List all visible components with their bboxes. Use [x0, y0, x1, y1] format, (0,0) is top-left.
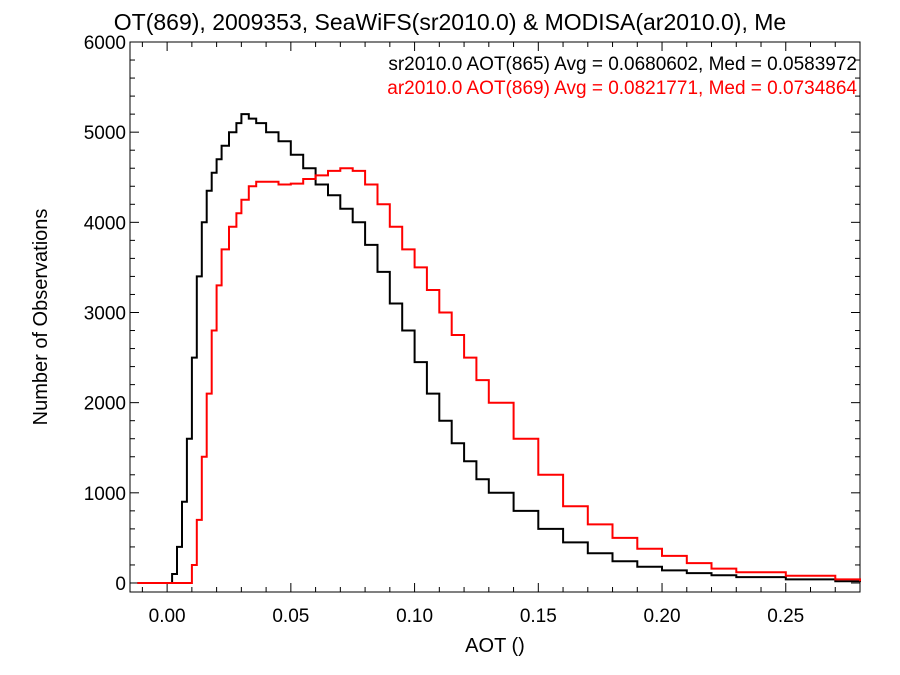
x-tick-label: 0.20 — [644, 606, 681, 627]
axis-ticks — [130, 41, 861, 592]
y-tick-label: 3000 — [84, 303, 126, 324]
y-tick-label: 2000 — [84, 394, 126, 415]
chart-title: OT(869), 2009353, SeaWiFS(sr2010.0) & MO… — [114, 9, 786, 35]
y-tick-label: 4000 — [84, 213, 126, 234]
x-tick-label: 0.15 — [520, 606, 557, 627]
x-tick-labels: 0.00 0.05 0.10 0.15 0.20 0.25 — [149, 606, 805, 627]
legend-entry-1: ar2010.0 AOT(869) Avg = 0.0821771, Med =… — [387, 78, 857, 99]
x-tick-label: 0.05 — [272, 606, 309, 627]
y-tick-labels: 0 1000 2000 3000 4000 5000 6000 — [84, 33, 126, 595]
series-0-histogram — [137, 113, 861, 584]
legend: sr2010.0 AOT(865) Avg = 0.0680602, Med =… — [387, 54, 857, 99]
x-tick-label: 0.00 — [149, 606, 186, 627]
plot-frame — [129, 41, 861, 593]
series-layer — [137, 113, 861, 584]
y-tick-label: 0 — [115, 574, 126, 595]
y-axis-label: Number of Observations — [30, 209, 52, 426]
y-tick-label: 1000 — [84, 484, 126, 505]
legend-entry-0: sr2010.0 AOT(865) Avg = 0.0680602, Med =… — [388, 54, 857, 75]
x-axis-label: AOT () — [465, 635, 525, 657]
y-tick-label: 5000 — [84, 123, 126, 144]
x-tick-label: 0.25 — [767, 606, 804, 627]
x-tick-label: 0.10 — [396, 606, 433, 627]
series-1-histogram — [137, 167, 861, 584]
y-tick-label: 6000 — [84, 33, 126, 54]
